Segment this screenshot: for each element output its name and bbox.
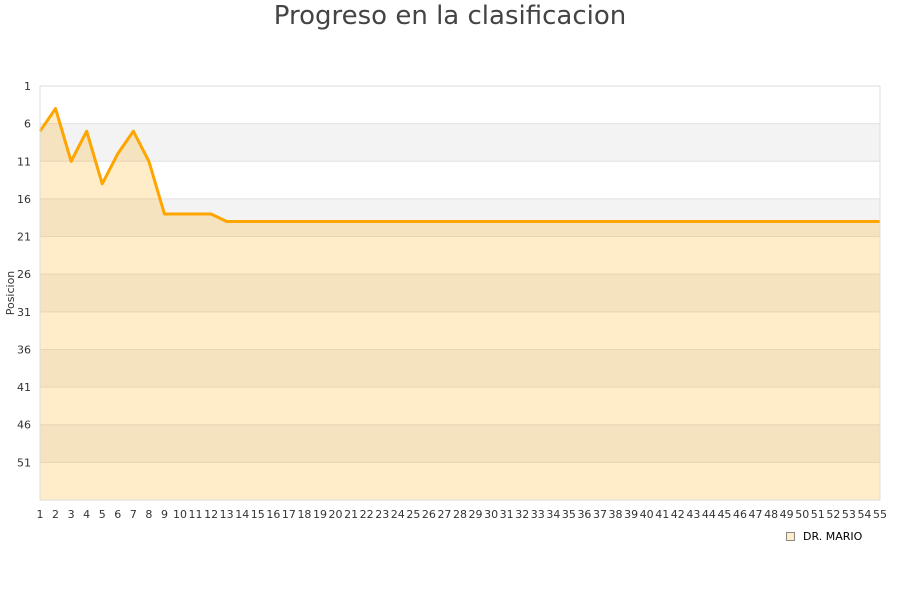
x-tick-label: 43 xyxy=(686,508,700,521)
x-tick-label: 47 xyxy=(749,508,763,521)
x-tick-label: 26 xyxy=(422,508,436,521)
x-tick-label: 37 xyxy=(593,508,607,521)
x-tick-label: 31 xyxy=(500,508,514,521)
x-tick-label: 6 xyxy=(114,508,121,521)
plot-border xyxy=(39,85,881,501)
x-tick-label: 15 xyxy=(251,508,265,521)
y-axis-label: Posicion xyxy=(4,271,17,316)
grid-band xyxy=(40,161,880,199)
legend-label: DR. MARIO xyxy=(803,530,863,543)
y-tick-label: 51 xyxy=(17,456,31,469)
y-tick-label: 6 xyxy=(24,118,31,131)
x-tick-label: 16 xyxy=(266,508,280,521)
legend-swatch xyxy=(786,532,795,541)
grid-band xyxy=(40,86,880,124)
legend: DR. MARIO xyxy=(786,530,862,543)
y-tick-label: 21 xyxy=(17,231,31,244)
x-tick-label: 45 xyxy=(717,508,731,521)
x-tick-label: 2 xyxy=(52,508,59,521)
x-tick-label: 14 xyxy=(235,508,249,521)
x-tick-label: 9 xyxy=(161,508,168,521)
x-tick-label: 40 xyxy=(640,508,654,521)
series-area xyxy=(40,108,880,500)
x-tick-label: 44 xyxy=(702,508,716,521)
x-tick-label: 48 xyxy=(764,508,778,521)
x-tick-label: 21 xyxy=(344,508,358,521)
y-tick-label: 46 xyxy=(17,419,31,432)
chart-title: Progreso en la clasificacion xyxy=(273,1,627,31)
y-tick-label: 31 xyxy=(17,306,31,319)
grid-band xyxy=(40,311,880,350)
x-tick-label: 51 xyxy=(811,508,825,521)
x-tick-label: 11 xyxy=(189,508,203,521)
x-tick-label: 7 xyxy=(130,508,137,521)
x-tick-label: 46 xyxy=(733,508,747,521)
x-tick-label: 23 xyxy=(375,508,389,521)
grid-band xyxy=(40,387,880,425)
x-tick-label: 12 xyxy=(204,508,218,521)
x-tick-label: 8 xyxy=(145,508,152,521)
x-tick-label: 54 xyxy=(857,508,871,521)
x-tick-label: 28 xyxy=(453,508,467,521)
x-tick-label: 32 xyxy=(515,508,529,521)
x-tick-label: 22 xyxy=(360,508,374,521)
x-tick-label: 49 xyxy=(780,508,794,521)
y-tick-label: 16 xyxy=(17,193,31,206)
x-tick-label: 50 xyxy=(795,508,809,521)
x-tick-label: 25 xyxy=(406,508,420,521)
x-tick-label: 4 xyxy=(83,508,90,521)
x-tick-label: 27 xyxy=(437,508,451,521)
x-tick-label: 33 xyxy=(531,508,545,521)
x-tick-label: 29 xyxy=(469,508,483,521)
grid-band xyxy=(40,424,880,463)
x-tick-label: 20 xyxy=(329,508,343,521)
x-tick-label: 35 xyxy=(562,508,576,521)
grid-band xyxy=(40,236,880,275)
grid-band xyxy=(40,462,880,500)
x-tick-label: 5 xyxy=(99,508,106,521)
x-tick-label: 19 xyxy=(313,508,327,521)
x-tick-label: 41 xyxy=(655,508,669,521)
x-tick-label: 42 xyxy=(671,508,685,521)
y-tick-label: 1 xyxy=(24,80,31,93)
x-tick-label: 3 xyxy=(68,508,75,521)
x-tick-label: 24 xyxy=(391,508,405,521)
x-tick-label: 30 xyxy=(484,508,498,521)
x-tick-label: 53 xyxy=(842,508,856,521)
y-tick-label: 36 xyxy=(17,343,31,356)
y-tick-label: 11 xyxy=(17,155,31,168)
grid-band xyxy=(40,274,880,312)
x-tick-label: 1 xyxy=(37,508,44,521)
y-tick-label: 41 xyxy=(17,381,31,394)
x-tick-label: 39 xyxy=(624,508,638,521)
grid-band xyxy=(40,349,880,388)
grid-band xyxy=(40,198,880,237)
x-tick-label: 10 xyxy=(173,508,187,521)
x-tick-label: 34 xyxy=(546,508,560,521)
x-tick-label: 17 xyxy=(282,508,296,521)
x-tick-label: 18 xyxy=(297,508,311,521)
x-tick-label: 52 xyxy=(826,508,840,521)
x-tick-label: 13 xyxy=(220,508,234,521)
grid-band xyxy=(40,123,880,162)
y-tick-label: 26 xyxy=(17,268,31,281)
x-tick-label: 55 xyxy=(873,508,887,521)
x-tick-label: 36 xyxy=(577,508,591,521)
x-tick-label: 38 xyxy=(609,508,623,521)
